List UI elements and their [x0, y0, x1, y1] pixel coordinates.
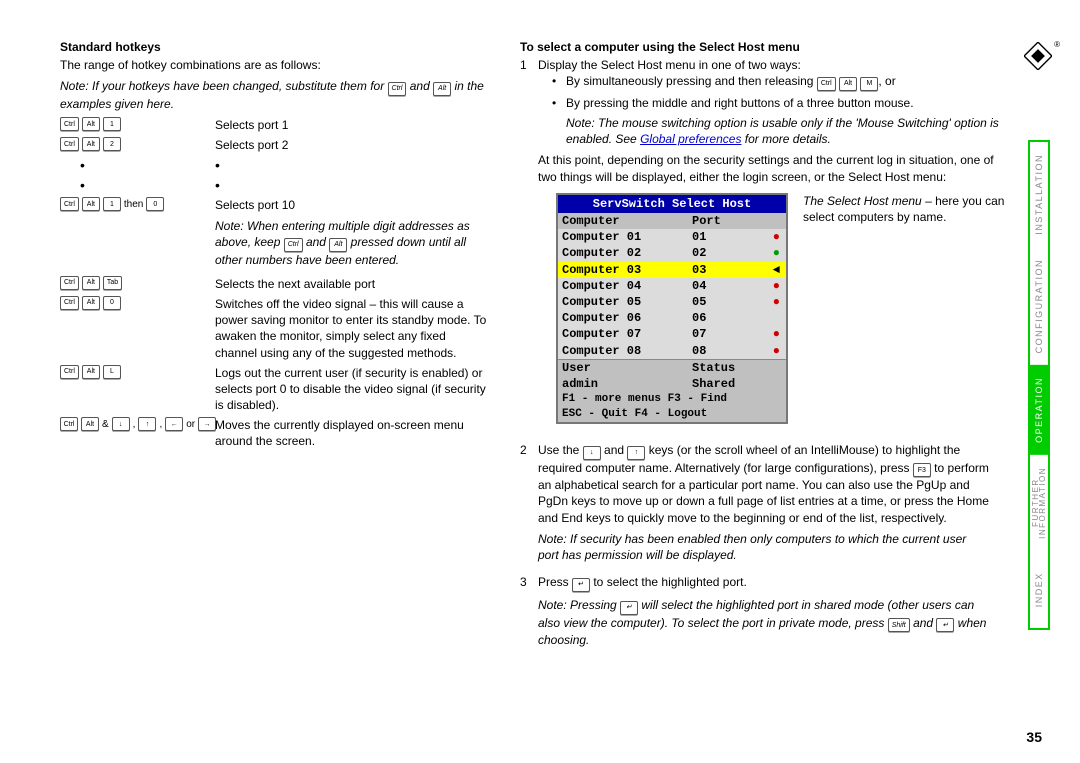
key-icon: Alt: [82, 365, 100, 379]
hotkey-row: CtrlAlt1Selects port 1: [60, 117, 490, 133]
key-icon: 0: [103, 296, 121, 310]
step1-bullet2: By pressing the middle and right buttons…: [538, 95, 1013, 111]
hotkey-row-10: CtrlAlt1 then 0 Selects port 10: [60, 197, 490, 213]
key-icon: ←: [165, 417, 183, 431]
key-icon: Ctrl: [60, 117, 79, 131]
key-icon: Alt: [839, 77, 857, 91]
menu-row[interactable]: Computer 0505●: [558, 294, 786, 310]
step2-note: Note: If security has been enabled then …: [538, 531, 990, 563]
key-icon: L: [103, 365, 121, 379]
multi-digit-note: Note: When entering multiple digit addre…: [215, 218, 490, 268]
step-list: 1 Display the Select Host menu in one of…: [520, 57, 990, 654]
key-icon: Ctrl: [60, 296, 79, 310]
key-icon: ↓: [112, 417, 130, 431]
hotkey-row: CtrlAlt2Selects port 2: [60, 137, 490, 153]
key-icon: Ctrl: [60, 417, 78, 431]
key-icon: Ctrl: [817, 77, 836, 91]
key-icon: Alt: [82, 117, 100, 131]
hotkey-dot-row: ••: [60, 177, 490, 193]
hotkeys-intro: The range of hotkey combinations are as …: [60, 57, 490, 73]
key-icon: Ctrl: [60, 276, 79, 290]
menu-row[interactable]: Computer 0707●: [558, 326, 786, 342]
left-column: Standard hotkeys The range of hotkey com…: [60, 40, 520, 660]
key-icon: 2: [103, 137, 121, 151]
step3-text: Press ↵ to select the highlighted port.: [538, 574, 990, 592]
key-icon: Alt: [82, 276, 100, 290]
menu-title: ServSwitch Select Host: [558, 195, 786, 213]
hotkey-row-arrows: CtrlAlt & ↓, ↑, ← or → Moves the current…: [60, 417, 490, 449]
step-1: 1 Display the Select Host menu in one of…: [520, 57, 990, 436]
menu-caption: The Select Host menu – here you can sele…: [803, 193, 1013, 225]
menu-row[interactable]: Computer 0101●: [558, 229, 786, 245]
key-icon: Ctrl: [60, 137, 79, 151]
brand-logo: ®: [1024, 42, 1052, 73]
menu-admin-row: adminShared: [558, 376, 786, 392]
menu-row[interactable]: Computer 0404●: [558, 278, 786, 294]
key-icon: Alt: [82, 197, 100, 211]
global-prefs-link[interactable]: Global preferences: [640, 132, 741, 146]
key-icon: ↑: [138, 417, 156, 431]
step-2: 2 Use the ↓ and ↑ keys (or the scroll wh…: [520, 442, 990, 568]
select-host-menu: ServSwitch Select HostComputerPortComput…: [556, 193, 788, 424]
key-icon: Tab: [103, 276, 122, 290]
select-host-heading: To select a computer using the Select Ho…: [520, 40, 990, 54]
key-icon: 0: [146, 197, 164, 211]
hotkey-dot-row: ••: [60, 157, 490, 173]
step-3: 3 Press ↵ to select the highlighted port…: [520, 574, 990, 653]
key-icon: →: [198, 417, 216, 431]
menu-footer: F1 - more menus F3 - Find: [558, 392, 786, 407]
menu-header: ComputerPort: [558, 213, 786, 229]
page-content: Standard hotkeys The range of hotkey com…: [0, 0, 1080, 670]
step2-text: Use the ↓ and ↑ keys (or the scroll whee…: [538, 442, 990, 526]
key-icon: Alt: [81, 417, 99, 431]
menu-footer: ESC - Quit F4 - Logout: [558, 407, 786, 422]
sidebar-tab[interactable]: CONFIGURATION: [1030, 247, 1048, 365]
menu-row[interactable]: Computer 0606: [558, 310, 786, 326]
hotkey-row-L: CtrlAltLLogs out the current user (if se…: [60, 365, 490, 414]
key-icon: Ctrl: [60, 197, 79, 211]
menu-row[interactable]: Computer 0202●: [558, 245, 786, 261]
sidebar-tab[interactable]: OPERATION: [1030, 365, 1048, 455]
right-column: To select a computer using the Select Ho…: [520, 40, 1020, 660]
select-host-menu-wrap: ServSwitch Select HostComputerPortComput…: [556, 193, 1013, 424]
hotkeys-note: Note: If your hotkeys have been changed,…: [60, 78, 490, 112]
sidebar-tab[interactable]: FURTHERINFORMATION: [1030, 455, 1048, 551]
key-icon: Ctrl: [60, 365, 79, 379]
key-icon: M: [860, 77, 878, 91]
sidebar-tab[interactable]: INDEX: [1030, 551, 1048, 628]
page-number: 35: [1026, 729, 1042, 745]
key-icon: Alt: [82, 296, 100, 310]
hotkey-table: CtrlAlt1Selects port 1 CtrlAlt2Selects po…: [60, 117, 490, 153]
sidebar-nav: INSTALLATIONCONFIGURATIONOPERATIONFURTHE…: [1028, 140, 1050, 630]
key-icon: 1: [103, 117, 121, 131]
step1-para: At this point, depending on the security…: [538, 152, 1013, 184]
menu-user-header: UserStatus: [558, 359, 786, 376]
step1-note: Note: The mouse switching option is usab…: [566, 115, 1013, 147]
step3-note: Note: Pressing ↵ will select the highlig…: [538, 597, 990, 649]
key-icon: Alt: [82, 137, 100, 151]
key-icon: 1: [103, 197, 121, 211]
step1-bullet1: By simultaneously pressing and then rele…: [538, 73, 1013, 91]
hotkey-row-tab: CtrlAltTabSelects the next available por…: [60, 276, 490, 292]
menu-row[interactable]: Computer 0808●: [558, 343, 786, 359]
sidebar-tab[interactable]: INSTALLATION: [1030, 142, 1048, 247]
menu-row[interactable]: Computer 0303◄: [558, 262, 786, 278]
hotkeys-heading: Standard hotkeys: [60, 40, 490, 54]
hotkey-row-0: CtrlAlt0Switches off the video signal – …: [60, 296, 490, 361]
